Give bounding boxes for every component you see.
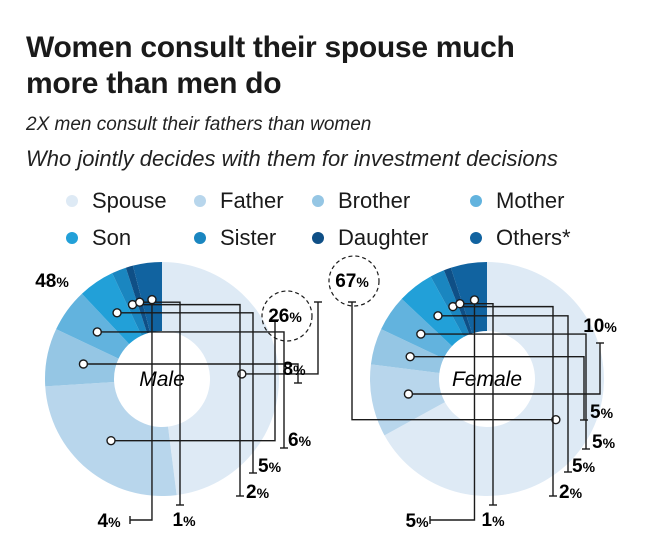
leader-line	[241, 302, 319, 375]
slice-dot	[433, 311, 443, 321]
legend-swatch	[470, 195, 482, 207]
legend-label: Father	[220, 188, 284, 213]
legend-item-brother: Brother	[312, 188, 470, 214]
legend-label: Others*	[496, 225, 571, 250]
leader-line	[437, 315, 569, 472]
chart-title: Women consult their spouse much more tha…	[26, 31, 515, 100]
legend-item-sister: Sister	[194, 225, 312, 251]
legend-swatch	[312, 232, 324, 244]
slice-dot	[416, 329, 426, 339]
value-label: 26%	[268, 306, 302, 327]
legend-item-father: Father	[194, 188, 312, 214]
leader-line	[117, 312, 254, 473]
value-label: 1%	[172, 510, 196, 531]
slice-spouse	[384, 262, 604, 496]
value-label: 1%	[481, 510, 505, 531]
legend: Spouse Father Brother Mother Son Sister Daught…	[66, 188, 646, 251]
slice-dot	[403, 389, 414, 399]
slice-dot	[106, 435, 116, 446]
slice-dot	[134, 297, 145, 307]
legend-label: Spouse	[92, 188, 167, 213]
slice-others	[132, 262, 162, 333]
slice-dot	[112, 308, 122, 318]
leader-line	[132, 303, 241, 496]
slice-mother	[381, 298, 453, 359]
leader-line	[111, 320, 276, 442]
leader-line	[410, 355, 585, 420]
legend-swatch	[470, 232, 482, 244]
slice-dot	[551, 415, 561, 425]
value-label: 5%	[405, 511, 429, 532]
leader-line	[452, 305, 554, 496]
slice-dot	[147, 294, 157, 305]
legend-swatch	[66, 195, 78, 207]
value-label: 48%	[35, 271, 69, 292]
legend-item-spouse: Spouse	[66, 188, 194, 214]
slice-dot	[469, 295, 480, 305]
legend-swatch	[66, 232, 78, 244]
legend-swatch	[194, 195, 206, 207]
legend-item-daughter: Daughter	[312, 225, 470, 251]
leader-line	[130, 299, 153, 521]
slice-son	[81, 273, 142, 345]
legend-label: Daughter	[338, 225, 429, 250]
legend-swatch	[194, 232, 206, 244]
slice-son	[401, 276, 464, 347]
leader-line	[408, 343, 601, 395]
chart-question: Who jointly decides with them for invest…	[26, 146, 558, 171]
leader-line	[351, 302, 556, 421]
value-label: 10%	[583, 316, 617, 337]
legend-label: Son	[92, 225, 132, 250]
value-label: 2%	[559, 482, 583, 503]
highlight-circle	[261, 290, 313, 342]
leader-line	[459, 303, 494, 505]
leader-line	[83, 363, 299, 383]
value-label: 4%	[97, 511, 121, 532]
highlight-circle	[328, 255, 380, 307]
value-label: 6%	[288, 430, 312, 451]
value-label: 2%	[246, 482, 270, 503]
value-label: 8%	[282, 359, 306, 380]
leader-line	[420, 333, 587, 449]
slice-father	[370, 364, 445, 436]
slice-dot	[78, 359, 89, 369]
legend-item-others: Others*	[470, 225, 610, 251]
center-label: Female	[452, 368, 522, 391]
leader-line	[97, 331, 285, 448]
slice-brother	[45, 329, 119, 387]
donut-female: Female 67% 10% 5% 5% 5% 2% 1% 5%	[328, 255, 617, 532]
slice-mother	[56, 293, 130, 359]
legend-swatch	[312, 195, 324, 207]
slice-dot	[237, 369, 247, 379]
value-label: 67%	[335, 271, 369, 292]
slice-brother	[370, 329, 444, 373]
value-label: 5%	[592, 432, 616, 453]
value-label: 5%	[258, 456, 282, 477]
slice-dot	[455, 299, 465, 309]
legend-label: Brother	[338, 188, 411, 213]
slice-spouse	[162, 262, 279, 496]
leader-line	[430, 299, 476, 521]
legend-label: Mother	[496, 188, 565, 213]
value-label: 5%	[572, 456, 596, 477]
slice-dot	[405, 351, 415, 362]
legend-item-son: Son	[66, 225, 194, 251]
chart-subtitle: 2X men consult their fathers than women	[26, 114, 372, 135]
legend-label: Sister	[220, 225, 277, 250]
donut-male: Male 48% 26% 8% 6% 5% 2% 1% 4%	[35, 262, 322, 532]
value-label: 5%	[590, 402, 614, 423]
center-label: Male	[139, 368, 185, 391]
slice-dot	[92, 327, 102, 337]
legend-item-mother: Mother	[470, 188, 610, 214]
